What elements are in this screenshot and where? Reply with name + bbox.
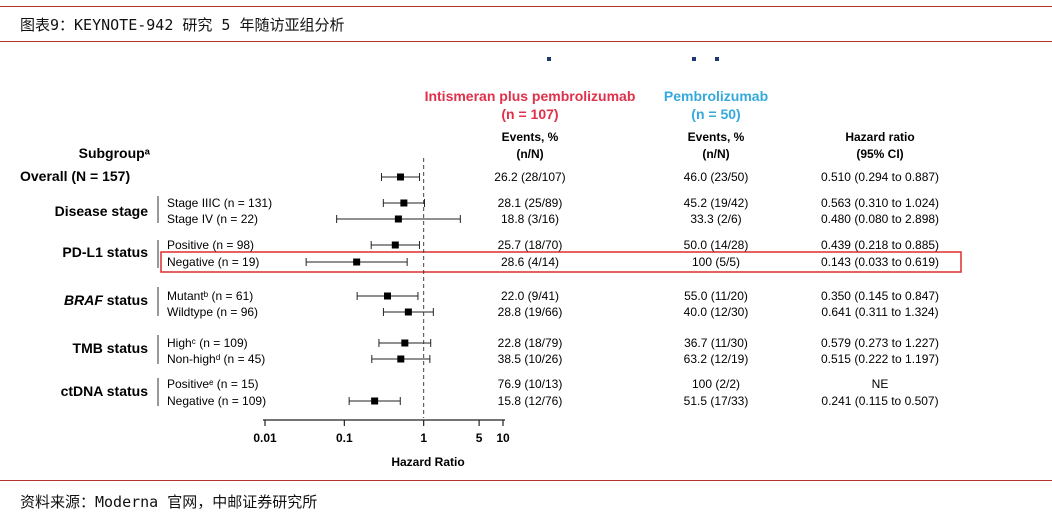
hr-marker bbox=[404, 308, 412, 316]
arm1-events: 15.8 (12/76) bbox=[498, 394, 563, 408]
arm2-events: 36.7 (11/30) bbox=[684, 336, 748, 350]
subgroup-label: Negative (n = 19) bbox=[167, 255, 259, 269]
subgroup-label: Highᶜ (n = 109) bbox=[167, 336, 248, 350]
forest-plot: Intismeran plus pembrolizumab (n = 107) … bbox=[20, 88, 962, 469]
arm2-events: 46.0 (23/50) bbox=[684, 170, 749, 184]
arm1-events: 28.1 (25/89) bbox=[498, 196, 563, 210]
arm2-events: 100 (2/2) bbox=[692, 377, 740, 391]
hr-value: 0.563 (0.310 to 1.024) bbox=[821, 196, 939, 210]
arm2-events: 33.3 (2/6) bbox=[690, 212, 741, 226]
group-label-pdl1: PD-L1 status bbox=[62, 244, 148, 260]
arm1-events-header: Events, % bbox=[502, 130, 559, 144]
arm2-events-header: Events, % bbox=[688, 130, 745, 144]
x-tick-label: 0.01 bbox=[253, 431, 277, 445]
subgroup-label: Positive (n = 98) bbox=[167, 238, 254, 252]
arm2-n: (n = 50) bbox=[691, 106, 740, 122]
figure-title: 图表9：KEYNOTE-942 研究 5 年随访亚组分析 bbox=[20, 16, 345, 34]
arm2-events: 40.0 (12/30) bbox=[684, 305, 749, 319]
hr-value: 0.515 (0.222 to 1.197) bbox=[821, 352, 939, 366]
hr-marker bbox=[401, 339, 409, 347]
arm1-name: Intismeran plus pembrolizumab bbox=[425, 88, 636, 104]
hr-value: 0.579 (0.273 to 1.227) bbox=[821, 336, 939, 350]
hr-value: 0.350 (0.145 to 0.847) bbox=[821, 289, 939, 303]
arm1-events: 28.8 (19/66) bbox=[498, 305, 563, 319]
arm1-events: 22.8 (18/79) bbox=[498, 336, 563, 350]
arm2-events: 55.0 (11/20) bbox=[684, 289, 748, 303]
braf-rest: status bbox=[103, 292, 148, 308]
group-label-braf: BRAF status bbox=[64, 292, 148, 308]
hr-marker bbox=[400, 199, 408, 207]
hr-marker bbox=[353, 258, 361, 266]
hr-marker bbox=[371, 397, 379, 405]
x-axis-label: Hazard Ratio bbox=[391, 455, 464, 469]
hr-marker bbox=[397, 355, 405, 363]
hr-marker bbox=[383, 292, 391, 300]
arm1-n: (n = 107) bbox=[501, 106, 558, 122]
hr-marker bbox=[394, 215, 402, 223]
arm1-events: 38.5 (10/26) bbox=[498, 352, 563, 366]
hr-value: 0.143 (0.033 to 0.619) bbox=[821, 255, 939, 269]
subgroup-label: Wildtype (n = 96) bbox=[167, 305, 258, 319]
source-note: 资料来源：Moderna 官网，中邮证券研究所 bbox=[20, 493, 318, 511]
arm2-events: 45.2 (19/42) bbox=[684, 196, 749, 210]
decorative-mark bbox=[547, 57, 551, 61]
x-tick-label: 10 bbox=[496, 431, 510, 445]
arm1-events: 25.7 (18/70) bbox=[498, 238, 563, 252]
arm2-events: 63.2 (12/19) bbox=[684, 352, 749, 366]
arm1-events: 18.8 (3/16) bbox=[501, 212, 559, 226]
arm2-events: 51.5 (17/33) bbox=[684, 394, 749, 408]
subgroup-label: Negative (n = 109) bbox=[167, 394, 266, 408]
group-label-ctdna: ctDNA status bbox=[61, 383, 149, 399]
subgroup-label: Stage IIIC (n = 131) bbox=[167, 196, 272, 210]
hr-value: 0.241 (0.115 to 0.507) bbox=[821, 394, 938, 408]
arm1-events: 28.6 (4/14) bbox=[501, 255, 559, 269]
bottom-rule bbox=[0, 480, 1052, 481]
group-label-disease-stage: Disease stage bbox=[55, 203, 149, 219]
hr-value: 0.480 (0.080 to 2.898) bbox=[821, 212, 939, 226]
hr-subheader: (95% CI) bbox=[856, 147, 903, 161]
hr-value: 0.510 (0.294 to 0.887) bbox=[821, 170, 939, 184]
decorative-mark bbox=[692, 57, 696, 61]
hr-value: NE bbox=[872, 377, 889, 391]
braf-italic: BRAF bbox=[64, 292, 103, 308]
arm1-events: 26.2 (28/107) bbox=[494, 170, 565, 184]
group-label-tmb: TMB status bbox=[73, 340, 149, 356]
subgroup-label: Non-highᵈ (n = 45) bbox=[167, 352, 265, 366]
arm1-events: 22.0 (9/41) bbox=[501, 289, 559, 303]
arm2-name: Pembrolizumab bbox=[664, 88, 768, 104]
subgroup-label: Mutantᵇ (n = 61) bbox=[167, 289, 253, 303]
subgroup-label: Positiveᵉ (n = 15) bbox=[167, 377, 259, 391]
arm1-events-subheader: (n/N) bbox=[516, 147, 543, 161]
top-rule bbox=[0, 6, 1052, 7]
subgroup-header: Subgroupᵃ bbox=[79, 145, 151, 161]
group-label-overall: Overall (N = 157) bbox=[20, 168, 130, 184]
hr-marker bbox=[396, 173, 404, 181]
arm2-events: 100 (5/5) bbox=[692, 255, 740, 269]
x-tick-label: 5 bbox=[476, 431, 483, 445]
title-rule bbox=[0, 41, 1052, 42]
decorative-mark bbox=[715, 57, 719, 61]
hr-value: 0.439 (0.218 to 0.885) bbox=[821, 238, 939, 252]
arm2-events: 50.0 (14/28) bbox=[684, 238, 749, 252]
hr-header: Hazard ratio bbox=[845, 130, 914, 144]
highlight-box bbox=[160, 251, 962, 273]
subgroup-label: Stage IV (n = 22) bbox=[167, 212, 258, 226]
arm1-events: 76.9 (10/13) bbox=[498, 377, 563, 391]
hr-marker bbox=[391, 241, 399, 249]
x-tick-label: 0.1 bbox=[336, 431, 353, 445]
arm2-events-subheader: (n/N) bbox=[702, 147, 729, 161]
x-tick-label: 1 bbox=[420, 431, 427, 445]
hr-value: 0.641 (0.311 to 1.324) bbox=[821, 305, 938, 319]
